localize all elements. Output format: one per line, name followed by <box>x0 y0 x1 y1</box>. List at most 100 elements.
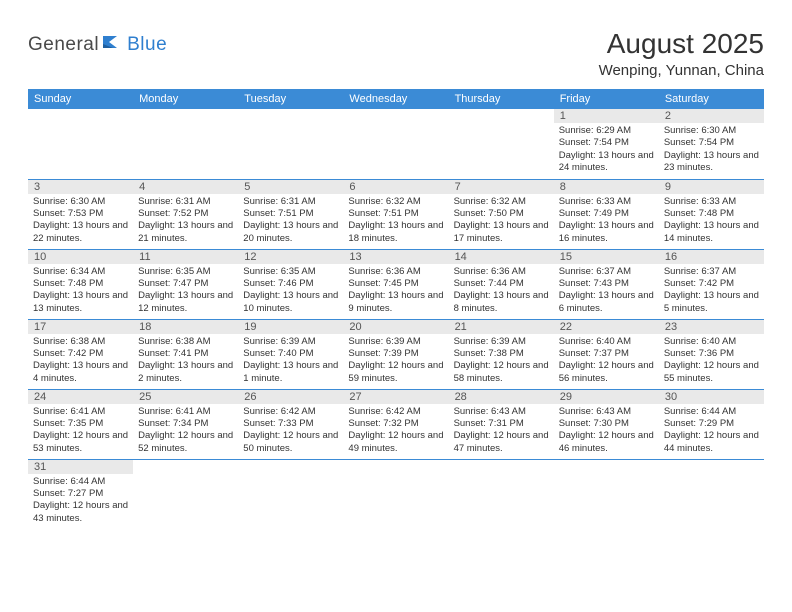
day-number: 28 <box>449 390 554 404</box>
calendar-row: 31Sunrise: 6:44 AMSunset: 7:27 PMDayligh… <box>28 459 764 529</box>
day-number: 5 <box>238 180 343 194</box>
sunrise-text: Sunrise: 6:31 AM <box>243 196 338 208</box>
day-body: Sunrise: 6:29 AMSunset: 7:54 PMDaylight:… <box>554 123 659 177</box>
calendar-cell: 6Sunrise: 6:32 AMSunset: 7:51 PMDaylight… <box>343 179 448 249</box>
sunset-text: Sunset: 7:49 PM <box>559 208 654 220</box>
sunrise-text: Sunrise: 6:39 AM <box>348 336 443 348</box>
calendar-cell: 13Sunrise: 6:36 AMSunset: 7:45 PMDayligh… <box>343 249 448 319</box>
calendar-cell-empty <box>133 459 238 529</box>
sunrise-text: Sunrise: 6:38 AM <box>33 336 128 348</box>
daylight-text: Daylight: 12 hours and 50 minutes. <box>243 430 338 455</box>
day-number: 14 <box>449 250 554 264</box>
day-body: Sunrise: 6:36 AMSunset: 7:44 PMDaylight:… <box>449 264 554 318</box>
daylight-text: Daylight: 13 hours and 1 minute. <box>243 360 338 385</box>
header: General Blue August 2025 Wenping, Yunnan… <box>28 28 764 79</box>
sunset-text: Sunset: 7:53 PM <box>33 208 128 220</box>
calendar-row: 10Sunrise: 6:34 AMSunset: 7:48 PMDayligh… <box>28 249 764 319</box>
calendar-cell: 21Sunrise: 6:39 AMSunset: 7:38 PMDayligh… <box>449 319 554 389</box>
sunset-text: Sunset: 7:54 PM <box>559 137 654 149</box>
day-number: 29 <box>554 390 659 404</box>
sunrise-text: Sunrise: 6:43 AM <box>454 406 549 418</box>
calendar-cell: 28Sunrise: 6:43 AMSunset: 7:31 PMDayligh… <box>449 389 554 459</box>
sunset-text: Sunset: 7:34 PM <box>138 418 233 430</box>
day-body: Sunrise: 6:37 AMSunset: 7:43 PMDaylight:… <box>554 264 659 318</box>
daylight-text: Daylight: 13 hours and 17 minutes. <box>454 220 549 245</box>
sunrise-text: Sunrise: 6:42 AM <box>348 406 443 418</box>
day-body: Sunrise: 6:30 AMSunset: 7:53 PMDaylight:… <box>28 194 133 248</box>
daylight-text: Daylight: 12 hours and 55 minutes. <box>664 360 759 385</box>
day-number: 25 <box>133 390 238 404</box>
calendar-cell: 1Sunrise: 6:29 AMSunset: 7:54 PMDaylight… <box>554 109 659 179</box>
calendar-cell-empty <box>554 459 659 529</box>
weekday-header: Saturday <box>659 89 764 109</box>
day-number: 23 <box>659 320 764 334</box>
sunrise-text: Sunrise: 6:37 AM <box>559 266 654 278</box>
day-number: 24 <box>28 390 133 404</box>
day-body: Sunrise: 6:44 AMSunset: 7:27 PMDaylight:… <box>28 474 133 528</box>
sunset-text: Sunset: 7:40 PM <box>243 348 338 360</box>
daylight-text: Daylight: 13 hours and 5 minutes. <box>664 290 759 315</box>
sunset-text: Sunset: 7:36 PM <box>664 348 759 360</box>
day-body: Sunrise: 6:34 AMSunset: 7:48 PMDaylight:… <box>28 264 133 318</box>
day-number: 10 <box>28 250 133 264</box>
calendar-cell: 22Sunrise: 6:40 AMSunset: 7:37 PMDayligh… <box>554 319 659 389</box>
sunset-text: Sunset: 7:50 PM <box>454 208 549 220</box>
sunset-text: Sunset: 7:43 PM <box>559 278 654 290</box>
day-number: 19 <box>238 320 343 334</box>
calendar-cell: 20Sunrise: 6:39 AMSunset: 7:39 PMDayligh… <box>343 319 448 389</box>
day-body: Sunrise: 6:36 AMSunset: 7:45 PMDaylight:… <box>343 264 448 318</box>
sunrise-text: Sunrise: 6:41 AM <box>33 406 128 418</box>
sunset-text: Sunset: 7:30 PM <box>559 418 654 430</box>
calendar-cell-empty <box>28 109 133 179</box>
day-number: 31 <box>28 460 133 474</box>
logo-flag-icon <box>103 34 125 53</box>
sunrise-text: Sunrise: 6:42 AM <box>243 406 338 418</box>
daylight-text: Daylight: 13 hours and 6 minutes. <box>559 290 654 315</box>
calendar-cell: 25Sunrise: 6:41 AMSunset: 7:34 PMDayligh… <box>133 389 238 459</box>
sunrise-text: Sunrise: 6:31 AM <box>138 196 233 208</box>
day-number: 6 <box>343 180 448 194</box>
sunset-text: Sunset: 7:39 PM <box>348 348 443 360</box>
sunrise-text: Sunrise: 6:40 AM <box>664 336 759 348</box>
day-body: Sunrise: 6:32 AMSunset: 7:50 PMDaylight:… <box>449 194 554 248</box>
day-body: Sunrise: 6:35 AMSunset: 7:47 PMDaylight:… <box>133 264 238 318</box>
daylight-text: Daylight: 13 hours and 14 minutes. <box>664 220 759 245</box>
day-body: Sunrise: 6:38 AMSunset: 7:42 PMDaylight:… <box>28 334 133 388</box>
day-number: 9 <box>659 180 764 194</box>
sunset-text: Sunset: 7:48 PM <box>33 278 128 290</box>
day-body: Sunrise: 6:31 AMSunset: 7:52 PMDaylight:… <box>133 194 238 248</box>
sunrise-text: Sunrise: 6:32 AM <box>348 196 443 208</box>
day-number: 8 <box>554 180 659 194</box>
sunrise-text: Sunrise: 6:40 AM <box>559 336 654 348</box>
calendar-cell-empty <box>449 459 554 529</box>
calendar-row: 24Sunrise: 6:41 AMSunset: 7:35 PMDayligh… <box>28 389 764 459</box>
day-body: Sunrise: 6:39 AMSunset: 7:38 PMDaylight:… <box>449 334 554 388</box>
sunset-text: Sunset: 7:38 PM <box>454 348 549 360</box>
location-subtitle: Wenping, Yunnan, China <box>599 62 764 79</box>
day-body: Sunrise: 6:42 AMSunset: 7:33 PMDaylight:… <box>238 404 343 458</box>
calendar-cell-empty <box>659 459 764 529</box>
daylight-text: Daylight: 12 hours and 58 minutes. <box>454 360 549 385</box>
day-number: 26 <box>238 390 343 404</box>
sunrise-text: Sunrise: 6:32 AM <box>454 196 549 208</box>
day-number: 18 <box>133 320 238 334</box>
sunset-text: Sunset: 7:45 PM <box>348 278 443 290</box>
calendar-cell-empty <box>133 109 238 179</box>
day-body: Sunrise: 6:43 AMSunset: 7:31 PMDaylight:… <box>449 404 554 458</box>
sunrise-text: Sunrise: 6:37 AM <box>664 266 759 278</box>
day-number: 30 <box>659 390 764 404</box>
sunrise-text: Sunrise: 6:33 AM <box>559 196 654 208</box>
sunrise-text: Sunrise: 6:43 AM <box>559 406 654 418</box>
day-body: Sunrise: 6:43 AMSunset: 7:30 PMDaylight:… <box>554 404 659 458</box>
daylight-text: Daylight: 12 hours and 52 minutes. <box>138 430 233 455</box>
sunset-text: Sunset: 7:46 PM <box>243 278 338 290</box>
daylight-text: Daylight: 13 hours and 18 minutes. <box>348 220 443 245</box>
sunrise-text: Sunrise: 6:36 AM <box>454 266 549 278</box>
sunrise-text: Sunrise: 6:38 AM <box>138 336 233 348</box>
daylight-text: Daylight: 12 hours and 59 minutes. <box>348 360 443 385</box>
day-number: 27 <box>343 390 448 404</box>
daylight-text: Daylight: 13 hours and 23 minutes. <box>664 150 759 175</box>
weekday-header: Monday <box>133 89 238 109</box>
sunset-text: Sunset: 7:32 PM <box>348 418 443 430</box>
sunrise-text: Sunrise: 6:35 AM <box>243 266 338 278</box>
